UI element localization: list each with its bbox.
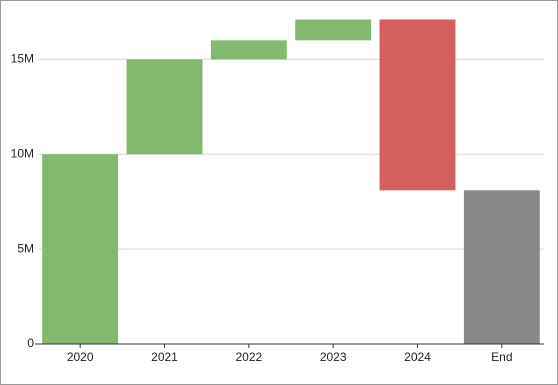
x-tick-label: End xyxy=(491,350,512,364)
bar xyxy=(295,19,372,41)
bar xyxy=(463,190,540,344)
x-tick-label: 2023 xyxy=(320,350,347,364)
y-tick-label: 10M xyxy=(11,146,34,160)
x-tick-label: 2020 xyxy=(67,350,94,364)
x-tick-label: 2021 xyxy=(151,350,178,364)
bar xyxy=(379,19,456,191)
x-tick-label: 2024 xyxy=(404,350,431,364)
y-tick-label: 0 xyxy=(27,336,34,350)
y-tick-label: 15M xyxy=(11,52,34,66)
y-tick-label: 5M xyxy=(17,241,34,255)
bar xyxy=(42,154,119,344)
bar xyxy=(126,59,203,155)
x-tick-label: 2022 xyxy=(235,350,262,364)
bar xyxy=(210,40,287,60)
